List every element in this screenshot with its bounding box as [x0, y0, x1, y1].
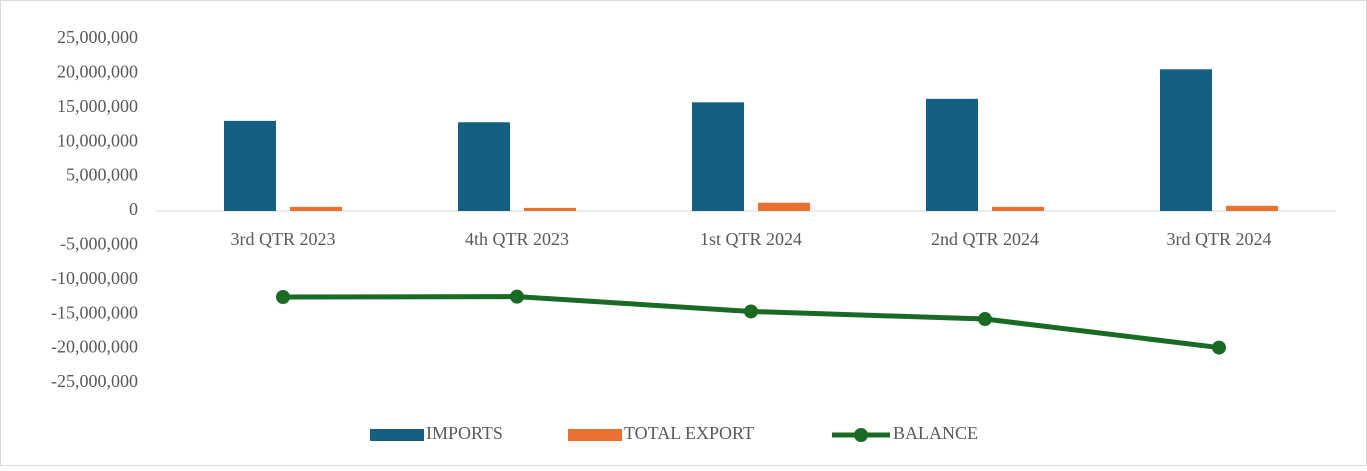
line-point [1212, 340, 1226, 355]
line-point [276, 290, 290, 304]
x-tick-label: 2nd QTR 2024 [931, 229, 1039, 249]
bar [692, 102, 744, 211]
y-tick-label: 20,000,000 [57, 62, 138, 82]
line-point [744, 304, 758, 319]
line-point [510, 289, 524, 304]
bar [524, 207, 576, 211]
y-tick-label: 10,000,000 [57, 130, 138, 150]
y-tick-label: 5,000,000 [66, 165, 138, 185]
bar [224, 120, 276, 211]
bar [290, 206, 342, 211]
x-tick-label: 1st QTR 2024 [700, 229, 802, 249]
legend-label: IMPORTS [426, 423, 503, 443]
line-point [978, 312, 992, 327]
y-tick-label: 25,000,000 [57, 27, 138, 47]
x-tick-label: 3rd QTR 2023 [231, 229, 336, 249]
bar [758, 202, 810, 211]
legend-label: BALANCE [893, 423, 978, 443]
y-tick-label: -15,000,000 [51, 302, 138, 322]
legend-marker [854, 428, 868, 442]
bar [992, 206, 1044, 211]
x-tick-label: 4th QTR 2023 [465, 229, 569, 249]
bar [1160, 69, 1212, 211]
legend-swatch [568, 429, 622, 441]
y-tick-label: 0 [129, 199, 138, 219]
bar [926, 98, 978, 211]
y-tick-label: 15,000,000 [57, 96, 138, 116]
y-tick-label: -10,000,000 [51, 268, 138, 288]
bar [1226, 205, 1278, 211]
y-tick-label: -25,000,000 [51, 371, 138, 391]
legend-swatch [370, 429, 424, 441]
x-tick-label: 3rd QTR 2024 [1167, 229, 1272, 249]
y-tick-label: -20,000,000 [51, 337, 138, 357]
y-tick-label: -5,000,000 [60, 234, 138, 254]
bar [458, 122, 510, 211]
legend-label: TOTAL EXPORT [624, 423, 754, 443]
